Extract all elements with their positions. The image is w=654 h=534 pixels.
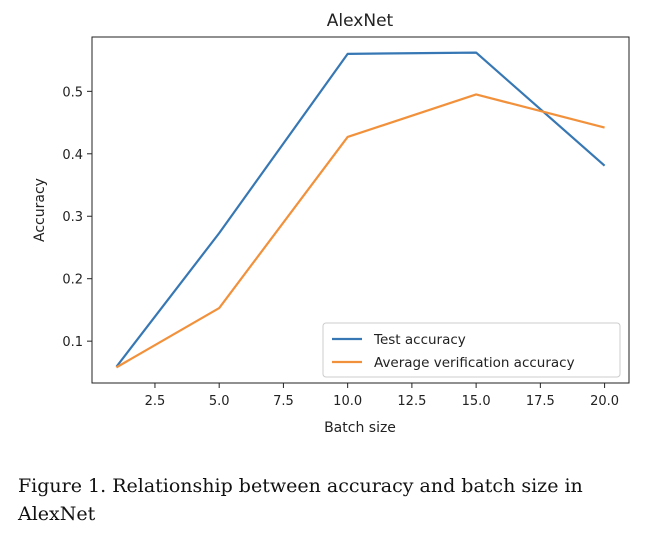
y-tick-label: 0.3 xyxy=(62,210,83,225)
x-tick-label: 15.0 xyxy=(462,394,491,409)
plot-frame xyxy=(91,36,630,384)
chart-legend: Test accuracy Average verification accura… xyxy=(322,322,621,378)
series-line-0 xyxy=(115,51,606,368)
x-tick-label: 20.0 xyxy=(590,394,619,409)
alexnet-line-chart: AlexNet 2.5 5.0 7.5 10.0 12.5 15.0 17.5 20.0 0.… xyxy=(32,11,630,436)
x-tick-label: 12.5 xyxy=(397,394,426,409)
x-tick-label: 5.0 xyxy=(209,394,230,409)
legend-box xyxy=(322,322,621,378)
x-axis-ticks: 2.5 5.0 7.5 10.0 12.5 15.0 17.5 20.0 xyxy=(145,383,619,409)
y-tick-label: 0.1 xyxy=(62,335,83,350)
x-tick-label: 10.0 xyxy=(333,394,362,409)
y-tick-label: 0.4 xyxy=(62,148,83,163)
x-tick-label: 2.5 xyxy=(145,394,166,409)
y-tick-label: 0.2 xyxy=(62,273,83,288)
chart-title: AlexNet xyxy=(327,11,394,31)
legend-label-1: Average verification accuracy xyxy=(374,355,575,371)
legend-label-0: Test accuracy xyxy=(373,332,466,348)
y-axis-ticks: 0.1 0.2 0.3 0.4 0.5 xyxy=(62,85,92,350)
series-line-1 xyxy=(115,93,605,369)
x-tick-label: 7.5 xyxy=(273,394,294,409)
figure-caption: Figure 1. Relationship between accuracy … xyxy=(18,475,583,525)
y-axis-label: Accuracy xyxy=(32,178,48,242)
series-layer xyxy=(115,51,606,369)
y-tick-label: 0.5 xyxy=(62,85,83,100)
x-axis-label: Batch size xyxy=(324,420,396,436)
x-tick-label: 17.5 xyxy=(526,394,555,409)
